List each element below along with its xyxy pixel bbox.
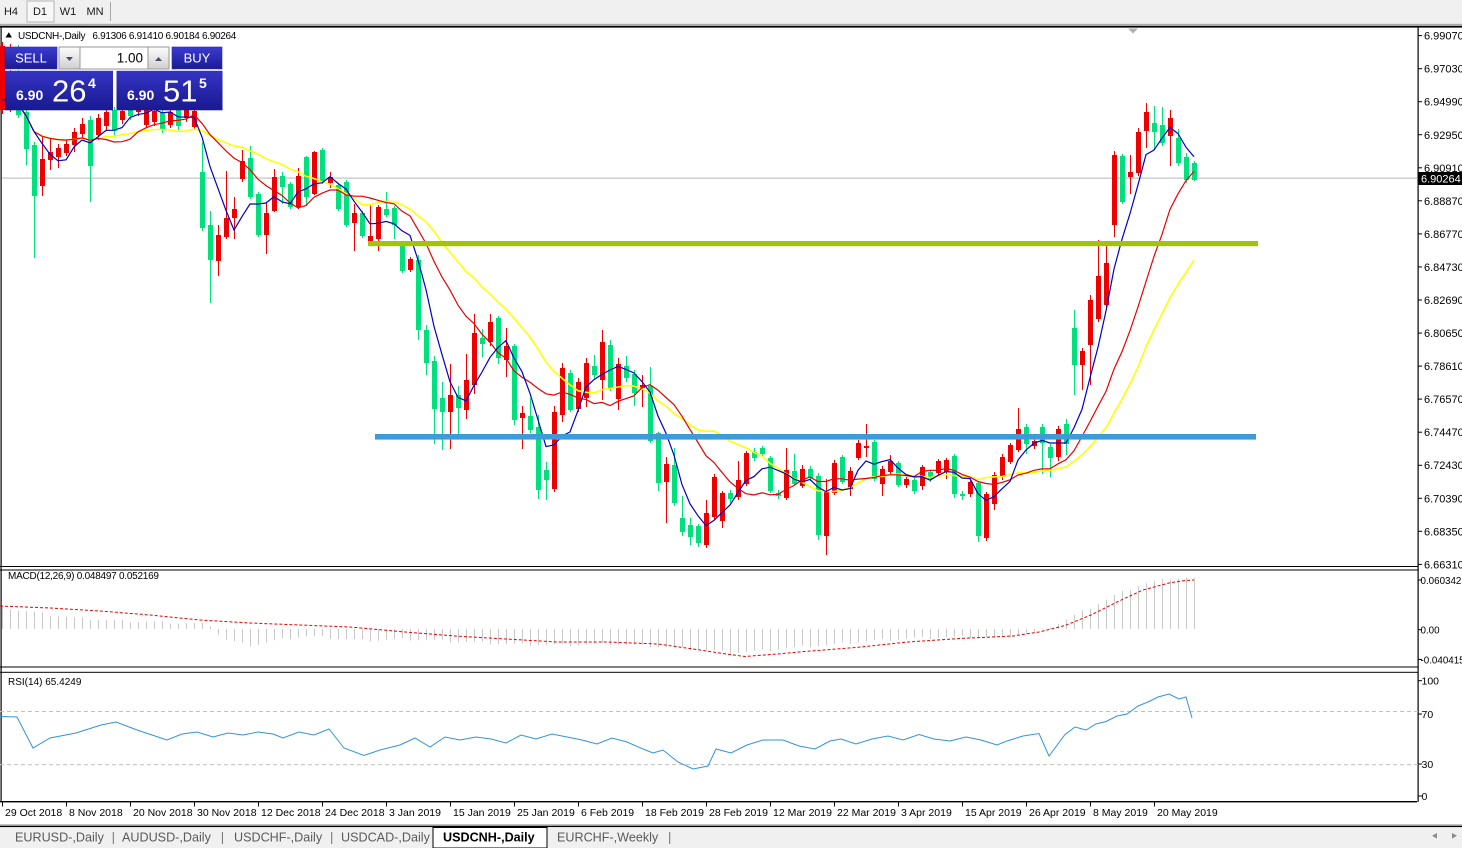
- svg-text:15 Apr 2019: 15 Apr 2019: [965, 807, 1022, 819]
- svg-text:W1: W1: [60, 6, 77, 18]
- svg-text:-0.040415: -0.040415: [1421, 655, 1462, 666]
- svg-text:6.82690: 6.82690: [1424, 295, 1462, 307]
- svg-text:20 May 2019: 20 May 2019: [1157, 807, 1218, 819]
- svg-text:6.90910: 6.90910: [1424, 163, 1462, 175]
- svg-text:EURUSD-,Daily: EURUSD-,Daily: [15, 831, 105, 845]
- svg-text:18 Feb 2019: 18 Feb 2019: [645, 807, 704, 819]
- svg-text:3 Jan 2019: 3 Jan 2019: [389, 807, 441, 819]
- svg-text:USDCAD-,Daily: USDCAD-,Daily: [341, 831, 431, 845]
- svg-text:USDCNH-,Daily 6.91306 6.91410: USDCNH-,Daily 6.91306 6.91410 6.90184 6.…: [18, 31, 237, 42]
- svg-text:6.99070: 6.99070: [1424, 31, 1462, 43]
- svg-text:8 May 2019: 8 May 2019: [1093, 807, 1148, 819]
- svg-text:51: 51: [163, 74, 197, 109]
- svg-text:|: |: [668, 830, 671, 845]
- svg-text:4: 4: [88, 75, 96, 91]
- svg-text:6.94990: 6.94990: [1424, 97, 1462, 109]
- svg-text:26: 26: [52, 74, 86, 109]
- svg-text:0: 0: [1422, 791, 1428, 803]
- svg-text:6.68350: 6.68350: [1424, 526, 1462, 538]
- svg-text:28 Feb 2019: 28 Feb 2019: [709, 807, 768, 819]
- svg-text:6.90: 6.90: [16, 87, 43, 103]
- svg-text:3 Apr 2019: 3 Apr 2019: [901, 807, 952, 819]
- svg-text:6.97030: 6.97030: [1424, 64, 1462, 76]
- svg-text:|: |: [112, 830, 115, 845]
- svg-text:6.78610: 6.78610: [1424, 361, 1462, 373]
- svg-text:15 Jan 2019: 15 Jan 2019: [453, 807, 511, 819]
- svg-text:26 Apr 2019: 26 Apr 2019: [1029, 807, 1086, 819]
- svg-text:20 Nov 2018: 20 Nov 2018: [133, 807, 193, 819]
- svg-text:24 Dec 2018: 24 Dec 2018: [325, 807, 385, 819]
- svg-text:30: 30: [1422, 759, 1434, 771]
- svg-text:|: |: [330, 830, 333, 845]
- svg-text:5: 5: [199, 75, 207, 91]
- svg-text:1.00: 1.00: [117, 51, 143, 66]
- svg-text:D1: D1: [33, 6, 47, 18]
- svg-text:USDCNH-,Daily: USDCNH-,Daily: [443, 831, 535, 845]
- svg-text:6.76570: 6.76570: [1424, 394, 1462, 406]
- svg-text:MN: MN: [86, 6, 103, 18]
- svg-text:8 Nov 2018: 8 Nov 2018: [69, 807, 123, 819]
- svg-text:6.86770: 6.86770: [1424, 229, 1462, 241]
- svg-text:6.72430: 6.72430: [1424, 460, 1462, 472]
- svg-text:BUY: BUY: [184, 51, 211, 66]
- svg-text:H4: H4: [4, 6, 18, 18]
- svg-text:25 Jan 2019: 25 Jan 2019: [517, 807, 575, 819]
- svg-text:USDCHF-,Daily: USDCHF-,Daily: [234, 831, 323, 845]
- svg-text:6.90: 6.90: [127, 87, 154, 103]
- svg-text:6.88870: 6.88870: [1424, 196, 1462, 208]
- svg-text:6 Feb 2019: 6 Feb 2019: [581, 807, 634, 819]
- svg-text:EURCHF-,Weekly: EURCHF-,Weekly: [557, 831, 659, 845]
- svg-text:|: |: [221, 830, 224, 845]
- svg-text:6.92950: 6.92950: [1424, 130, 1462, 142]
- svg-text:29 Oct 2018: 29 Oct 2018: [5, 807, 62, 819]
- svg-text:70: 70: [1422, 709, 1434, 721]
- svg-text:AUDUSD-,Daily: AUDUSD-,Daily: [122, 831, 212, 845]
- svg-text:6.90264: 6.90264: [1421, 174, 1461, 186]
- svg-text:6.80650: 6.80650: [1424, 328, 1462, 340]
- svg-text:6.74470: 6.74470: [1424, 427, 1462, 439]
- svg-text:RSI(14) 65.4249: RSI(14) 65.4249: [8, 677, 82, 688]
- svg-text:6.66310: 6.66310: [1424, 559, 1462, 571]
- svg-text:12 Dec 2018: 12 Dec 2018: [261, 807, 321, 819]
- svg-text:SELL: SELL: [15, 51, 47, 66]
- svg-text:100: 100: [1422, 676, 1440, 688]
- svg-text:12 Mar 2019: 12 Mar 2019: [773, 807, 832, 819]
- svg-text:30 Nov 2018: 30 Nov 2018: [197, 807, 257, 819]
- svg-text:0.00: 0.00: [1421, 626, 1441, 637]
- svg-text:0.060342: 0.060342: [1421, 576, 1462, 587]
- svg-text:MACD(12,26,9) 0.048497 0.05216: MACD(12,26,9) 0.048497 0.052169: [8, 571, 159, 582]
- svg-text:22 Mar 2019: 22 Mar 2019: [837, 807, 896, 819]
- svg-text:6.70390: 6.70390: [1424, 493, 1462, 505]
- svg-text:6.84730: 6.84730: [1424, 262, 1462, 274]
